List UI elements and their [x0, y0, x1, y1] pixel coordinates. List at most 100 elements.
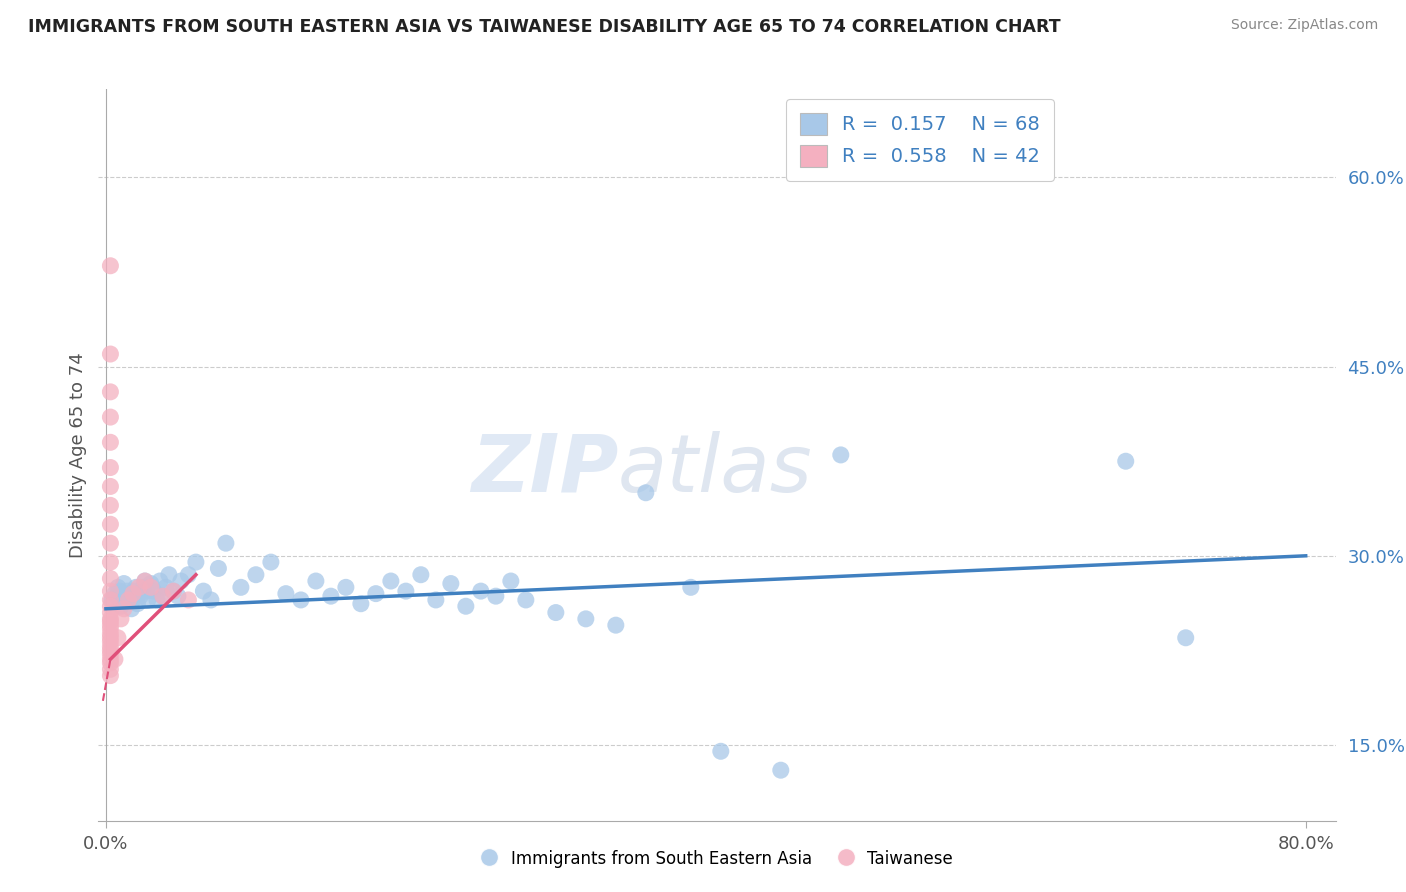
- Point: [101, 593, 124, 607]
- Point: [134, 574, 156, 588]
- Point: [139, 576, 162, 591]
- Point: [515, 593, 537, 607]
- Point: [100, 662, 122, 676]
- Point: [634, 485, 657, 500]
- Point: [117, 593, 139, 607]
- Point: [132, 580, 155, 594]
- Point: [167, 589, 190, 603]
- Point: [470, 584, 492, 599]
- Point: [100, 627, 122, 641]
- Point: [100, 612, 122, 626]
- Point: [395, 584, 418, 599]
- Point: [679, 580, 702, 594]
- Point: [100, 435, 122, 450]
- Point: [100, 599, 122, 614]
- Point: [350, 597, 373, 611]
- Point: [380, 574, 402, 588]
- Point: [100, 668, 122, 682]
- Point: [177, 567, 200, 582]
- Point: [162, 584, 184, 599]
- Point: [409, 567, 432, 582]
- Point: [100, 618, 122, 632]
- Text: IMMIGRANTS FROM SOUTH EASTERN ASIA VS TAIWANESE DISABILITY AGE 65 TO 74 CORRELAT: IMMIGRANTS FROM SOUTH EASTERN ASIA VS TA…: [28, 18, 1060, 36]
- Point: [135, 584, 157, 599]
- Point: [207, 561, 229, 575]
- Point: [605, 618, 627, 632]
- Point: [105, 589, 128, 603]
- Point: [118, 587, 141, 601]
- Text: ZIP: ZIP: [471, 431, 619, 508]
- Point: [128, 580, 150, 594]
- Point: [100, 517, 122, 532]
- Point: [454, 599, 477, 614]
- Point: [100, 572, 122, 586]
- Point: [129, 589, 152, 603]
- Point: [575, 612, 598, 626]
- Point: [319, 589, 342, 603]
- Point: [100, 647, 122, 661]
- Point: [117, 589, 139, 603]
- Point: [440, 576, 463, 591]
- Point: [108, 584, 131, 599]
- Point: [485, 589, 508, 603]
- Point: [100, 410, 122, 425]
- Point: [122, 587, 145, 601]
- Point: [128, 587, 150, 601]
- Point: [124, 584, 146, 599]
- Point: [100, 643, 122, 657]
- Point: [177, 593, 200, 607]
- Point: [125, 580, 148, 594]
- Y-axis label: Disability Age 65 to 74: Disability Age 65 to 74: [69, 352, 87, 558]
- Point: [290, 593, 312, 607]
- Point: [100, 584, 122, 599]
- Point: [104, 652, 127, 666]
- Point: [100, 631, 122, 645]
- Point: [100, 640, 122, 654]
- Point: [184, 555, 207, 569]
- Point: [100, 479, 122, 493]
- Point: [170, 574, 193, 588]
- Point: [107, 580, 129, 594]
- Point: [1174, 631, 1197, 645]
- Point: [100, 593, 122, 607]
- Point: [110, 599, 132, 614]
- Legend: Immigrants from South Eastern Asia, Taiwanese: Immigrants from South Eastern Asia, Taiw…: [474, 843, 960, 874]
- Point: [335, 580, 357, 594]
- Point: [122, 593, 145, 607]
- Point: [1115, 454, 1137, 468]
- Point: [100, 347, 122, 361]
- Point: [544, 606, 567, 620]
- Point: [200, 593, 222, 607]
- Point: [100, 555, 122, 569]
- Point: [193, 584, 215, 599]
- Point: [710, 744, 733, 758]
- Point: [136, 593, 159, 607]
- Point: [152, 589, 174, 603]
- Point: [100, 615, 122, 629]
- Point: [139, 580, 162, 594]
- Point: [100, 606, 122, 620]
- Point: [100, 652, 122, 666]
- Point: [100, 259, 122, 273]
- Point: [104, 587, 127, 601]
- Point: [120, 601, 142, 615]
- Point: [215, 536, 238, 550]
- Point: [245, 567, 267, 582]
- Point: [100, 499, 122, 513]
- Point: [100, 460, 122, 475]
- Point: [100, 536, 122, 550]
- Point: [274, 587, 297, 601]
- Text: Source: ZipAtlas.com: Source: ZipAtlas.com: [1230, 18, 1378, 32]
- Point: [499, 574, 522, 588]
- Point: [100, 622, 122, 636]
- Point: [142, 584, 165, 599]
- Point: [260, 555, 283, 569]
- Point: [112, 576, 135, 591]
- Point: [830, 448, 852, 462]
- Point: [112, 601, 135, 615]
- Point: [155, 580, 177, 594]
- Point: [425, 593, 447, 607]
- Point: [149, 574, 172, 588]
- Text: atlas: atlas: [619, 431, 813, 508]
- Point: [305, 574, 328, 588]
